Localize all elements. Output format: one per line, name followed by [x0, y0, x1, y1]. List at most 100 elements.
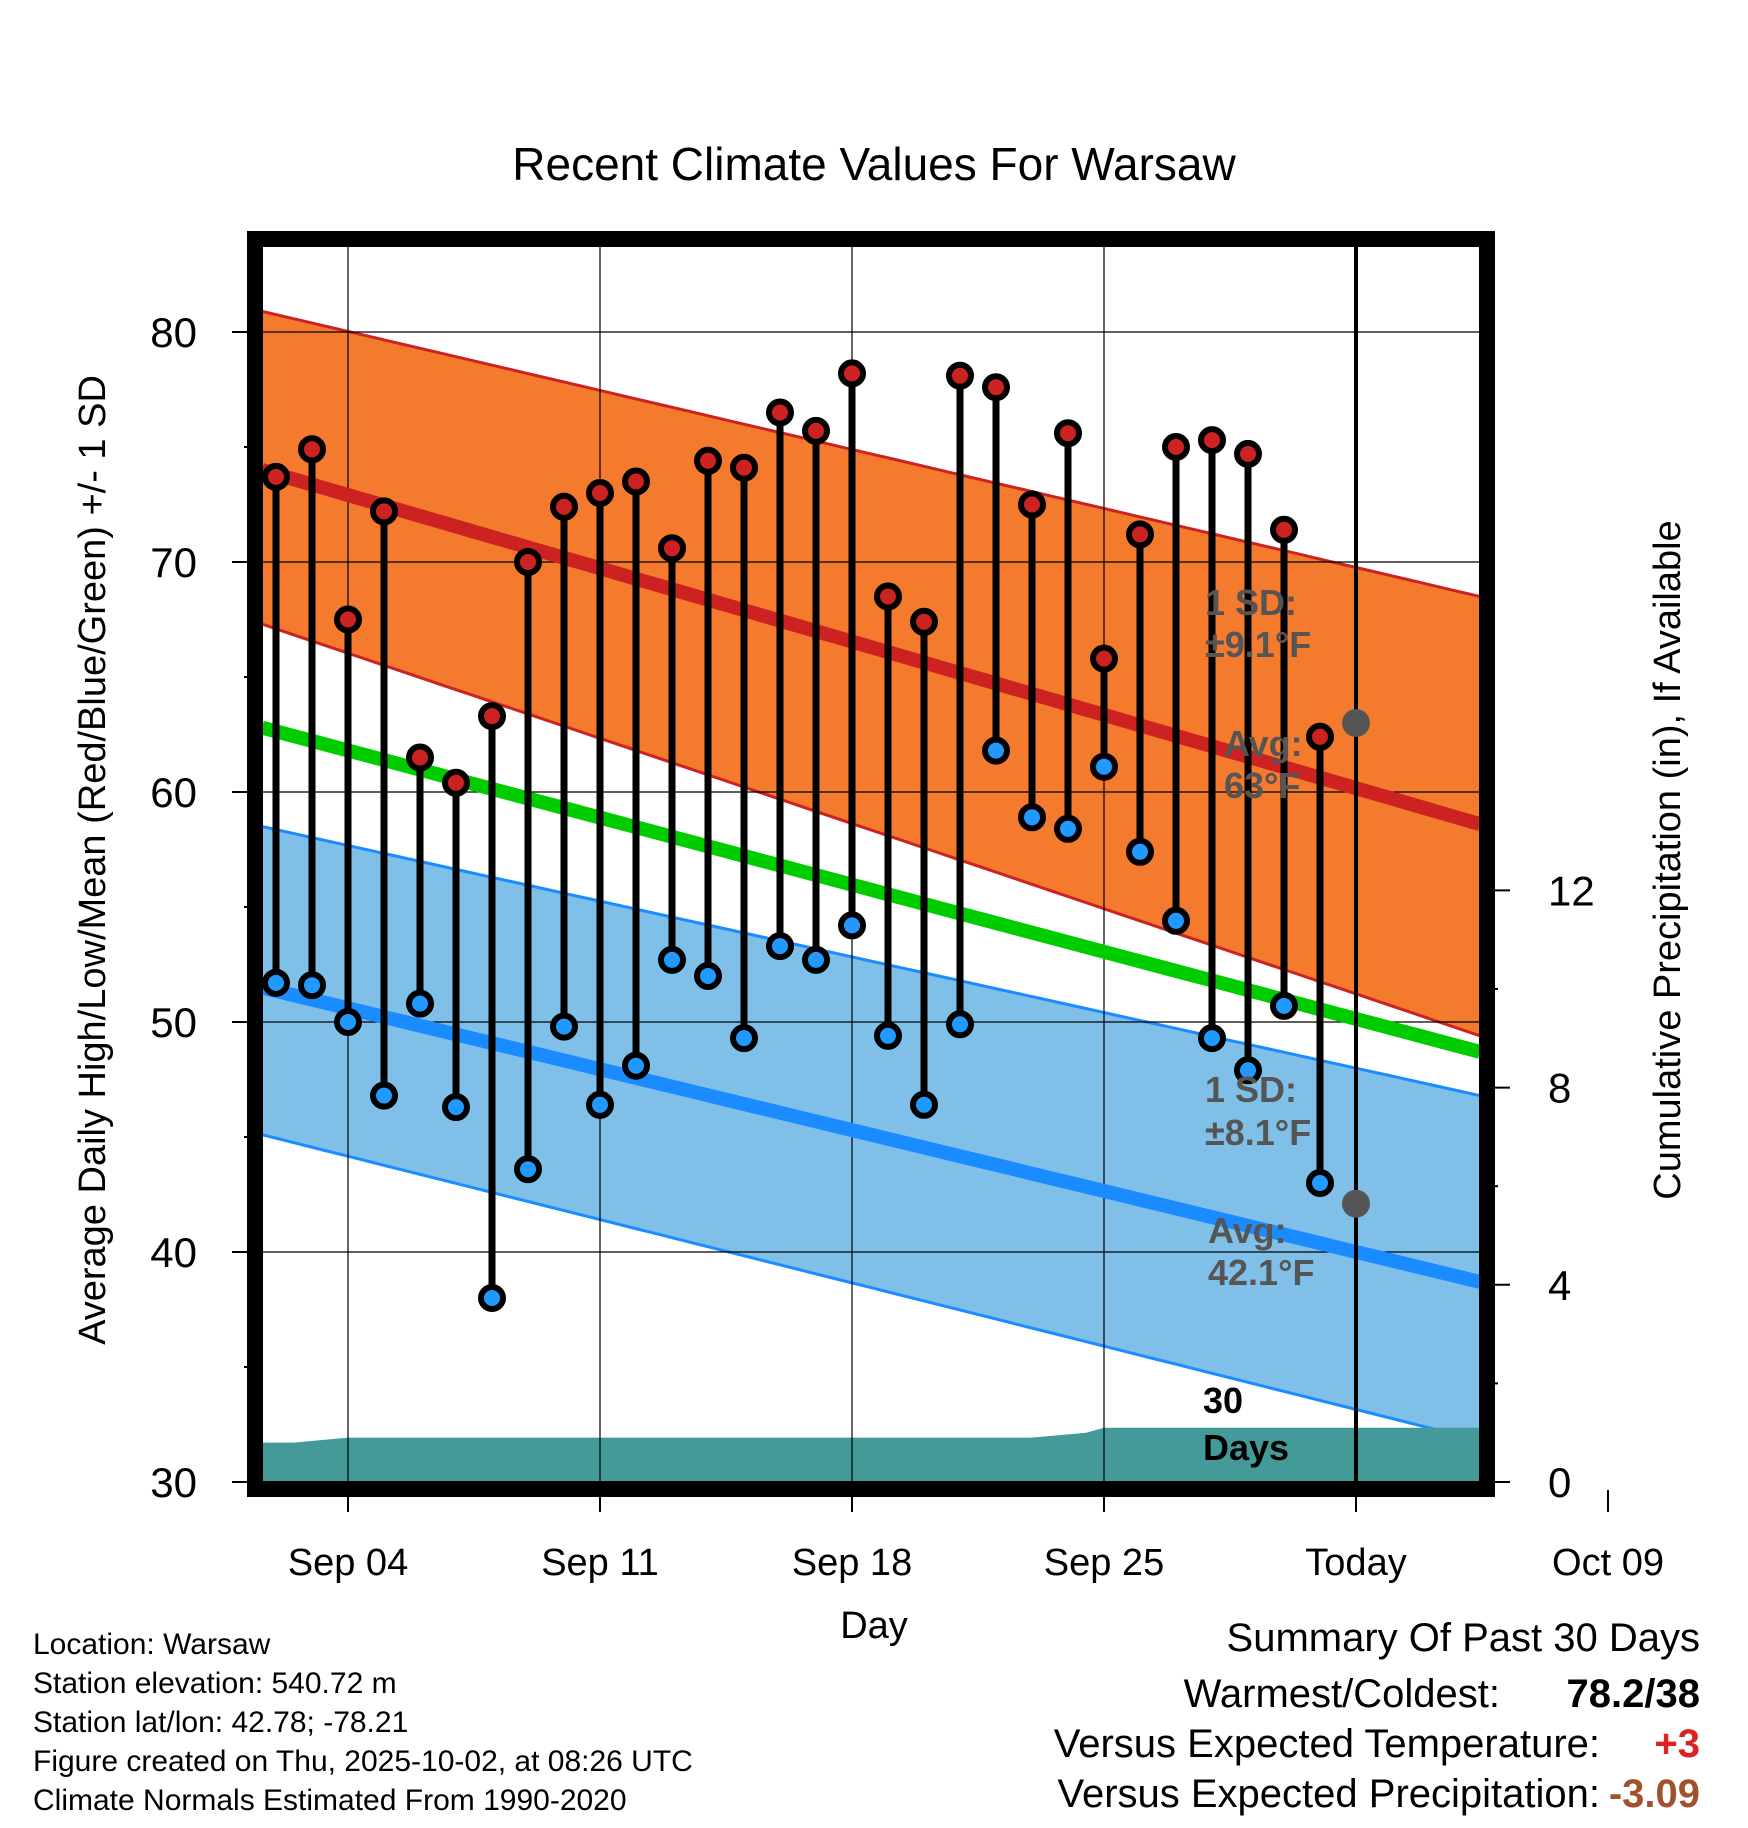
daily-high-point	[1306, 722, 1334, 751]
temp-vs-expected-value: +3	[1654, 1722, 1700, 1766]
daily-high-point	[442, 768, 470, 797]
daily-low-point	[910, 1090, 938, 1119]
summary-temp-row: Versus Expected Temperature: +3	[1054, 1719, 1700, 1769]
precip-vs-expected-value: -3.09	[1608, 1772, 1700, 1816]
warmest-label: Warmest/Coldest:	[1183, 1672, 1500, 1716]
x-tick-label: Sep 18	[792, 1542, 912, 1584]
daily-high-point	[910, 607, 938, 636]
plot-area: 30 40 50 60 70 80 0 4 8 12 Sep 04 Sep 11 Sep 18 Sep 2…	[150, 231, 1664, 1584]
high-lower-edge	[262, 622, 1480, 1038]
daily-high-point	[838, 359, 866, 388]
high-upper-edge	[262, 309, 1480, 598]
today-low-avg-marker	[1342, 1189, 1370, 1218]
summary-precip-row: Versus Expected Precipitation: -3.09	[1054, 1769, 1700, 1819]
temp-vs-expected-label: Versus Expected Temperature:	[1053, 1722, 1600, 1766]
daily-high-point	[730, 453, 758, 482]
low-avg-label: Avg:	[1208, 1210, 1287, 1251]
daily-low-point	[1126, 837, 1154, 866]
daily-low-point	[802, 945, 830, 974]
daily-high-point	[874, 582, 902, 611]
daily-high-point	[622, 467, 650, 496]
daily-low-point	[658, 945, 686, 974]
x-tick-label: Sep 25	[1044, 1542, 1164, 1584]
low-upper-edge	[262, 825, 1480, 1098]
daily-high-point	[1234, 439, 1262, 468]
high-avg-label: Avg:	[1224, 723, 1303, 764]
daily-low-point	[1090, 752, 1118, 781]
x-tick-label: Sep 11	[541, 1542, 659, 1584]
daily-low-point	[1234, 1056, 1262, 1085]
y2-axis-label: Cumulative Precipitation (in), If Availa…	[1647, 520, 1689, 1199]
info-location: Location: Warsaw	[33, 1628, 271, 1661]
y2-tick-label: 12	[1548, 867, 1595, 914]
info-created: Figure created on Thu, 2025-10-02, at 08…	[33, 1745, 693, 1778]
period-unit: Days	[1203, 1427, 1289, 1468]
daily-low-point	[1306, 1169, 1334, 1197]
daily-low-point	[1162, 906, 1190, 935]
precip-area	[262, 1427, 1480, 1482]
low-sd-label: 1 SD:	[1205, 1069, 1297, 1110]
high-sd-label: 1 SD:	[1205, 582, 1297, 623]
chart-title: Recent Climate Values For Warsaw	[512, 138, 1236, 190]
daily-high-point	[478, 702, 506, 731]
daily-low-point	[406, 989, 434, 1018]
daily-low-point	[1018, 803, 1046, 832]
y-tick-label: 60	[150, 769, 197, 816]
warmest-value: 78.2/38	[1566, 1672, 1700, 1716]
daily-high-point	[406, 743, 434, 772]
daily-high-point	[1018, 490, 1046, 519]
y2-tick-label: 4	[1548, 1262, 1571, 1309]
info-normals: Climate Normals Estimated From 1990-2020	[33, 1784, 627, 1817]
x-axis-label: Day	[840, 1605, 908, 1647]
x-tick-label: Today	[1305, 1542, 1406, 1584]
plot-content	[262, 246, 1480, 1482]
daily-low-point	[1270, 991, 1298, 1020]
daily-low-point	[298, 971, 326, 1000]
daily-low-point	[730, 1024, 758, 1053]
daily-high-point	[1090, 644, 1118, 673]
daily-high-point	[334, 605, 362, 634]
daily-high-point	[946, 361, 974, 390]
daily-high-point	[1126, 520, 1154, 549]
plot-frame	[247, 231, 1495, 1497]
summary-warmest-row: Warmest/Coldest: 78.2/38	[1054, 1669, 1700, 1719]
y-tick-label: 30	[150, 1459, 197, 1506]
daily-low-point	[442, 1093, 470, 1122]
daily-low-point	[586, 1090, 614, 1119]
daily-low-point	[694, 962, 722, 990]
daily-high-point	[1054, 419, 1082, 448]
daily-low-point	[334, 1008, 362, 1036]
daily-high-point	[1198, 426, 1226, 455]
daily-low-point	[946, 1010, 974, 1039]
y-tick-label: 80	[150, 309, 197, 356]
high-normal-line	[262, 463, 1480, 831]
daily-high-point	[658, 534, 686, 563]
summary-title: Summary Of Past 30 Days	[1226, 1616, 1700, 1660]
daily-low-point	[838, 911, 866, 940]
daily-high-point	[1270, 515, 1298, 544]
daily-low-point	[514, 1155, 542, 1184]
y2-tick-label: 0	[1548, 1459, 1571, 1506]
x-tick-label: Sep 04	[288, 1542, 408, 1584]
daily-high-point	[802, 416, 830, 445]
high-sd-value: ±9.1°F	[1205, 624, 1311, 665]
daily-high-point	[298, 435, 326, 464]
daily-high-point	[982, 373, 1010, 402]
x-tick-label: Oct 09	[1552, 1542, 1664, 1584]
daily-high-point	[550, 492, 578, 521]
daily-high-point	[262, 462, 290, 491]
daily-low-point	[874, 1021, 902, 1050]
info-elevation: Station elevation: 540.72 m	[33, 1667, 397, 1700]
today-high-avg-marker	[1342, 709, 1370, 737]
daily-high-point	[1162, 433, 1190, 461]
annotations: 1 SD: ±9.1°F Avg: 63°F 1 SD: ±8.1°F Avg:…	[1203, 582, 1314, 1468]
daily-low-point	[766, 932, 794, 961]
daily-low-point	[1054, 814, 1082, 843]
period-number: 30	[1203, 1380, 1243, 1421]
daily-high-point	[370, 497, 398, 526]
daily-low-point	[550, 1012, 578, 1041]
daily-low-point	[1198, 1024, 1226, 1053]
info-latlon: Station lat/lon: 42.78; -78.21	[33, 1706, 409, 1739]
y-tick-label: 70	[150, 539, 197, 586]
